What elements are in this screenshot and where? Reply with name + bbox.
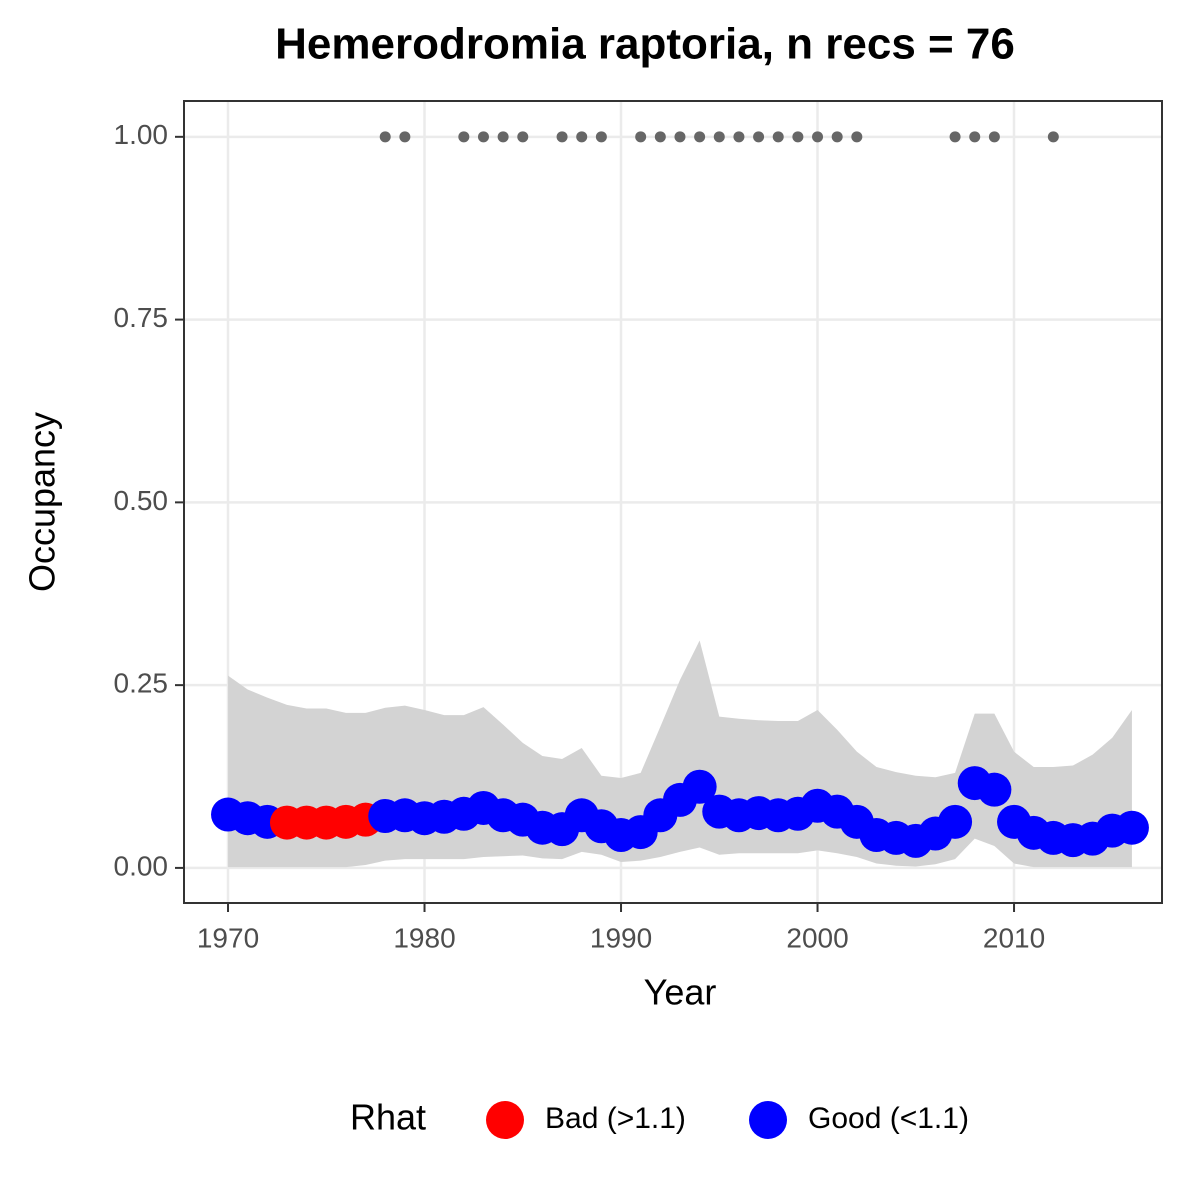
record-point [635, 131, 647, 143]
x-tick-label: 2000 [786, 922, 848, 953]
legend-title: Rhat [350, 1097, 426, 1138]
record-point [1047, 131, 1059, 143]
record-point [713, 131, 725, 143]
y-tick-label: 1.00 [114, 119, 169, 150]
y-tick-label: 0.50 [114, 485, 169, 516]
panel-border [183, 100, 1163, 904]
chart-title: Hemerodromia raptoria, n recs = 76 [275, 20, 1015, 69]
record-point [595, 131, 607, 143]
record-point [576, 131, 588, 143]
y-axis-label: Occupancy [22, 412, 63, 592]
occupancy-point [938, 804, 973, 839]
record-point [969, 131, 981, 143]
occupancy-point [1114, 810, 1149, 845]
record-point [851, 131, 863, 143]
record-point [497, 131, 509, 143]
legend-swatch [486, 1101, 524, 1139]
record-point [733, 131, 745, 143]
record-point [674, 131, 686, 143]
occupancy-point [682, 769, 717, 804]
record-point [654, 131, 666, 143]
y-tick-label: 0.25 [114, 668, 169, 699]
record-point [772, 131, 784, 143]
record-point [694, 131, 706, 143]
x-tick-label: 1980 [393, 922, 455, 953]
x-tick-label: 2010 [983, 922, 1045, 953]
record-point [792, 131, 804, 143]
y-tick-label: 0.00 [114, 850, 169, 881]
record-point [379, 131, 391, 143]
legend-label: Good (<1.1) [808, 1102, 969, 1135]
x-tick-label: 1970 [197, 922, 259, 953]
record-point [949, 131, 961, 143]
record-point [458, 131, 470, 143]
legend-swatch [749, 1101, 787, 1139]
record-point [753, 131, 765, 143]
record-point [556, 131, 568, 143]
record-point [831, 131, 843, 143]
x-tick-label: 1990 [590, 922, 652, 953]
occupancy-point [977, 772, 1012, 807]
record-point [399, 131, 411, 143]
x-axis-label: Year [644, 972, 717, 1013]
record-point [988, 131, 1000, 143]
record-point [812, 131, 824, 143]
y-tick-label: 0.75 [114, 302, 169, 333]
legend-label: Bad (>1.1) [545, 1102, 686, 1135]
record-point [517, 131, 529, 143]
record-point [477, 131, 489, 143]
